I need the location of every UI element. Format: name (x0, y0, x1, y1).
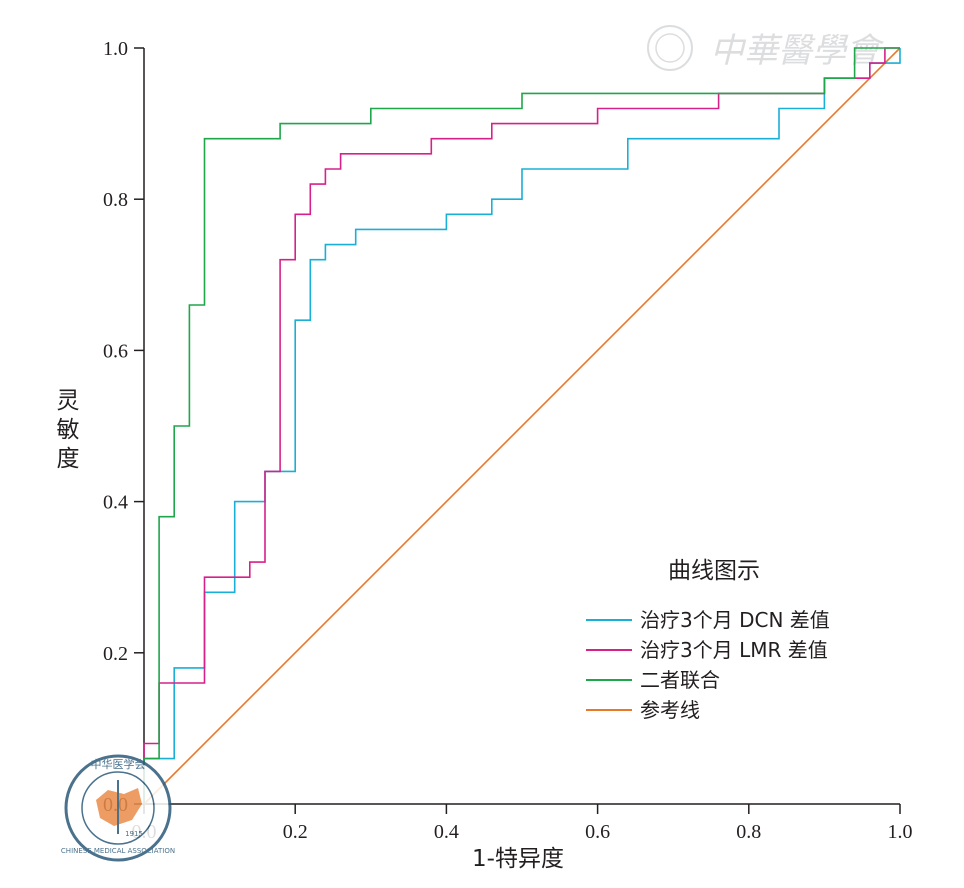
seal-text: 中华医学会 (91, 757, 146, 771)
y-axis-title-2: 敏 (57, 417, 80, 443)
watermark-logo: 中華醫學會 (647, 25, 885, 71)
x-tick-label: 0.6 (585, 821, 610, 843)
series-line-0 (143, 48, 901, 804)
y-axis-title-1: 灵 (57, 388, 80, 414)
association-seal: 中华医学会 CHINESE MEDICAL ASSOCIATION 1915 (61, 754, 175, 862)
x-ticks: 0.00.20.40.60.81.0 (132, 804, 913, 843)
legend-label: 治疗3个月 DCN 差值 (640, 608, 830, 632)
x-tick-label: 0.4 (434, 821, 459, 843)
y-tick-label: 0.6 (103, 340, 128, 362)
series-line-3 (143, 47, 901, 805)
legend-label: 治疗3个月 LMR 差值 (640, 638, 828, 662)
y-ticks: 0.00.20.40.60.81.0 (103, 38, 144, 816)
legend-label: 参考线 (640, 698, 700, 722)
seal-ring-text: CHINESE MEDICAL ASSOCIATION (61, 847, 175, 855)
x-tick-label: 0.2 (283, 821, 308, 843)
y-tick-label: 1.0 (103, 38, 128, 60)
legend-label: 二者联合 (640, 668, 720, 692)
legend-title: 曲线图示 (668, 558, 760, 584)
x-axis-title: 1-特异度 (472, 846, 564, 872)
y-tick-label: 0.8 (103, 189, 128, 211)
series-group (143, 47, 901, 805)
y-axis-title-3: 度 (57, 446, 80, 472)
axes (143, 48, 900, 805)
x-tick-label: 1.0 (888, 821, 913, 843)
series-line-2 (143, 47, 900, 804)
y-tick-label: 0.4 (103, 492, 128, 514)
seal-year: 1915 (125, 830, 143, 838)
y-tick-label: 0.2 (103, 643, 128, 665)
x-tick-label: 0.8 (736, 821, 761, 843)
watermark-text: 中華醫學會 (710, 31, 885, 71)
